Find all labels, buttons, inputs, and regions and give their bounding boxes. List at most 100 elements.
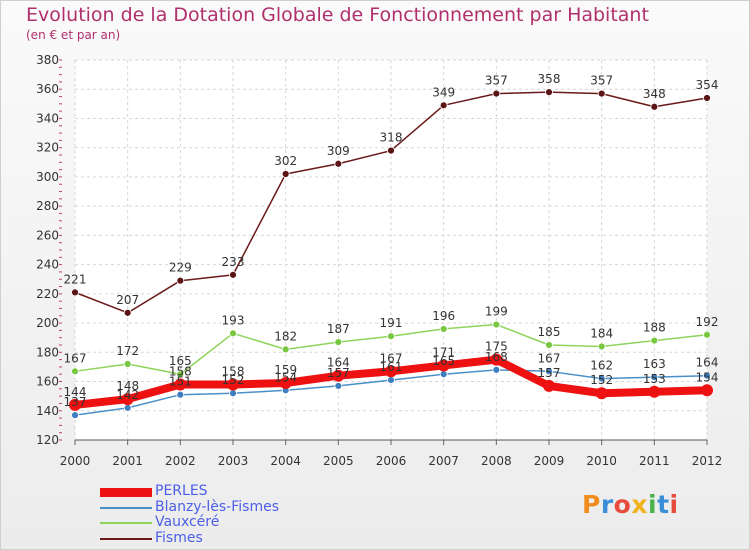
data-point-vauxc-r-: [597, 342, 606, 351]
data-label-vauxc-r-: 167: [64, 351, 87, 365]
data-label-fismes: 207: [116, 293, 139, 307]
data-point-fismes: [650, 102, 659, 111]
data-label-fismes: 233: [222, 255, 245, 269]
logo-letter: o: [613, 490, 632, 519]
logo-letter: r: [600, 490, 614, 519]
data-label-blanzy-l-s-fismes: 164: [696, 356, 719, 370]
data-label-fismes: 309: [327, 144, 350, 158]
data-label-perles: 158: [169, 364, 192, 378]
data-label-fismes: 358: [538, 72, 561, 86]
data-label-blanzy-l-s-fismes: 161: [380, 360, 403, 374]
data-label-blanzy-l-s-fismes: 142: [116, 388, 139, 402]
legend-swatch: [100, 537, 152, 540]
data-point-vauxc-r-: [71, 367, 79, 376]
data-label-blanzy-l-s-fismes: 151: [169, 375, 192, 389]
data-point-perles: [279, 377, 292, 389]
y-tick-label: 160: [36, 375, 59, 389]
data-label-fismes: 221: [64, 272, 87, 286]
y-tick-label: 280: [36, 199, 59, 213]
data-label-perles: 157: [538, 366, 561, 380]
data-label-vauxc-r-: 184: [590, 326, 613, 340]
data-label-perles: 159: [274, 363, 297, 377]
data-point-blanzy-l-s-fismes: [123, 403, 132, 412]
data-point-fismes: [545, 88, 553, 97]
logo-letter: x: [631, 490, 648, 519]
chart-title: Evolution de la Dotation Globale de Fonc…: [26, 4, 649, 26]
x-tick-label: 2004: [270, 454, 301, 468]
legend-swatch: [100, 522, 152, 524]
data-point-blanzy-l-s-fismes: [176, 390, 185, 399]
data-point-perles: [701, 384, 713, 397]
data-label-perles: 154: [696, 370, 719, 384]
data-point-perles: [227, 378, 239, 391]
data-point-blanzy-l-s-fismes: [334, 382, 343, 390]
data-label-vauxc-r-: 188: [643, 321, 666, 335]
data-label-vauxc-r-: 192: [696, 315, 719, 329]
data-point-vauxc-r-: [387, 332, 395, 341]
x-tick-label: 2009: [534, 454, 565, 468]
y-tick-label: 300: [36, 170, 59, 184]
data-label-perles: 144: [64, 385, 87, 399]
data-label-vauxc-r-: 172: [116, 344, 139, 358]
x-tick-label: 2007: [428, 454, 459, 468]
data-label-blanzy-l-s-fismes: 154: [274, 370, 297, 384]
data-point-perles: [174, 378, 187, 391]
data-label-fismes: 354: [696, 78, 719, 92]
data-point-fismes: [123, 308, 132, 317]
data-point-blanzy-l-s-fismes: [650, 373, 659, 382]
data-point-fismes: [176, 276, 185, 285]
logo-letter: P: [582, 490, 601, 519]
data-point-fismes: [334, 159, 343, 168]
x-tick-label: 2006: [376, 454, 407, 468]
legend-label: Vauxcéré: [155, 514, 220, 530]
data-point-vauxc-r-: [703, 330, 711, 339]
x-tick-label: 2012: [692, 454, 723, 468]
data-point-fismes: [597, 89, 606, 98]
data-point-blanzy-l-s-fismes: [439, 370, 448, 379]
data-point-blanzy-l-s-fismes: [545, 367, 553, 376]
data-point-perles: [437, 359, 450, 372]
y-tick-label: 200: [36, 316, 59, 330]
proxiti-logo: Proxiti: [582, 490, 679, 519]
data-label-vauxc-r-: 191: [380, 316, 403, 330]
data-label-blanzy-l-s-fismes: 165: [432, 354, 455, 368]
data-point-blanzy-l-s-fismes: [71, 411, 79, 420]
x-tick-label: 2010: [586, 454, 617, 468]
data-label-vauxc-r-: 182: [274, 329, 297, 343]
x-tick-label: 2000: [60, 454, 91, 468]
data-point-fismes: [229, 270, 237, 279]
data-label-blanzy-l-s-fismes: 162: [590, 359, 613, 373]
y-tick-label: 320: [36, 141, 59, 155]
x-tick-label: 2003: [218, 454, 249, 468]
data-label-vauxc-r-: 193: [222, 313, 245, 327]
logo-letter: i: [669, 490, 679, 519]
x-tick-label: 2005: [323, 454, 354, 468]
data-label-perles: 153: [643, 372, 666, 386]
y-tick-label: 380: [36, 53, 59, 67]
data-point-fismes: [387, 146, 395, 155]
data-point-vauxc-r-: [281, 345, 290, 354]
data-point-blanzy-l-s-fismes: [387, 376, 395, 384]
data-point-vauxc-r-: [334, 338, 343, 346]
data-point-perles: [121, 393, 134, 406]
data-label-blanzy-l-s-fismes: 168: [485, 350, 508, 364]
data-point-perles: [595, 387, 608, 400]
legend-swatch: [100, 487, 152, 497]
data-label-vauxc-r-: 199: [485, 305, 508, 319]
data-point-vauxc-r-: [492, 320, 501, 329]
data-label-vauxc-r-: 185: [538, 325, 561, 339]
x-tick-label: 2001: [112, 454, 143, 468]
data-label-fismes: 348: [643, 87, 666, 101]
y-tick-label: 340: [36, 111, 59, 125]
data-point-vauxc-r-: [545, 341, 553, 349]
y-tick-label: 260: [36, 228, 59, 242]
data-label-perles: 148: [116, 379, 139, 393]
legend-swatch: [100, 506, 152, 509]
y-tick-label: 180: [36, 345, 59, 359]
data-label-vauxc-r-: 196: [432, 309, 455, 323]
data-label-vauxc-r-: 165: [169, 354, 192, 368]
x-tick-label: 2011: [639, 454, 670, 468]
data-label-fismes: 349: [432, 85, 455, 99]
data-point-vauxc-r-: [650, 336, 659, 345]
